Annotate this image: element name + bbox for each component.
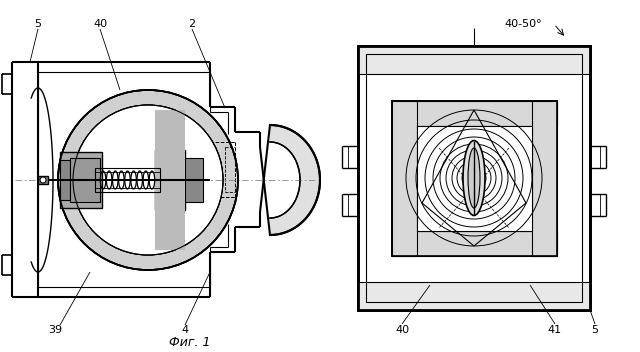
Polygon shape [73, 180, 223, 255]
Ellipse shape [463, 140, 485, 215]
Bar [155, 110, 185, 250]
Bar [38, 176, 48, 184]
Bar [417, 126, 531, 231]
Bar [366, 54, 582, 302]
Bar [70, 158, 100, 202]
Bar [358, 282, 590, 310]
Bar [95, 172, 160, 188]
Bar [60, 160, 70, 200]
Ellipse shape [468, 148, 480, 208]
Bar [155, 150, 185, 210]
Bar [358, 46, 590, 310]
Bar [358, 46, 590, 74]
Text: 40: 40 [93, 19, 107, 29]
Circle shape [73, 105, 223, 255]
Bar [392, 101, 557, 126]
Bar [358, 46, 590, 310]
Bar [95, 168, 160, 192]
Circle shape [58, 90, 238, 270]
Bar [392, 231, 557, 256]
Text: 40: 40 [395, 325, 409, 335]
Circle shape [40, 177, 46, 183]
Text: 40-50°: 40-50° [504, 19, 541, 29]
Text: Фиг. 1: Фиг. 1 [169, 335, 211, 348]
Bar [60, 152, 102, 208]
Text: 39: 39 [48, 325, 62, 335]
Polygon shape [270, 125, 320, 235]
Text: 5: 5 [591, 325, 598, 335]
Bar [392, 101, 417, 256]
Text: 5: 5 [35, 19, 42, 29]
Text: 4: 4 [181, 325, 189, 335]
Bar [392, 101, 557, 256]
Bar [392, 101, 557, 256]
Bar [531, 101, 557, 256]
Bar [185, 158, 203, 202]
Text: 2: 2 [188, 19, 196, 29]
Polygon shape [148, 105, 223, 180]
Text: 41: 41 [548, 325, 562, 335]
